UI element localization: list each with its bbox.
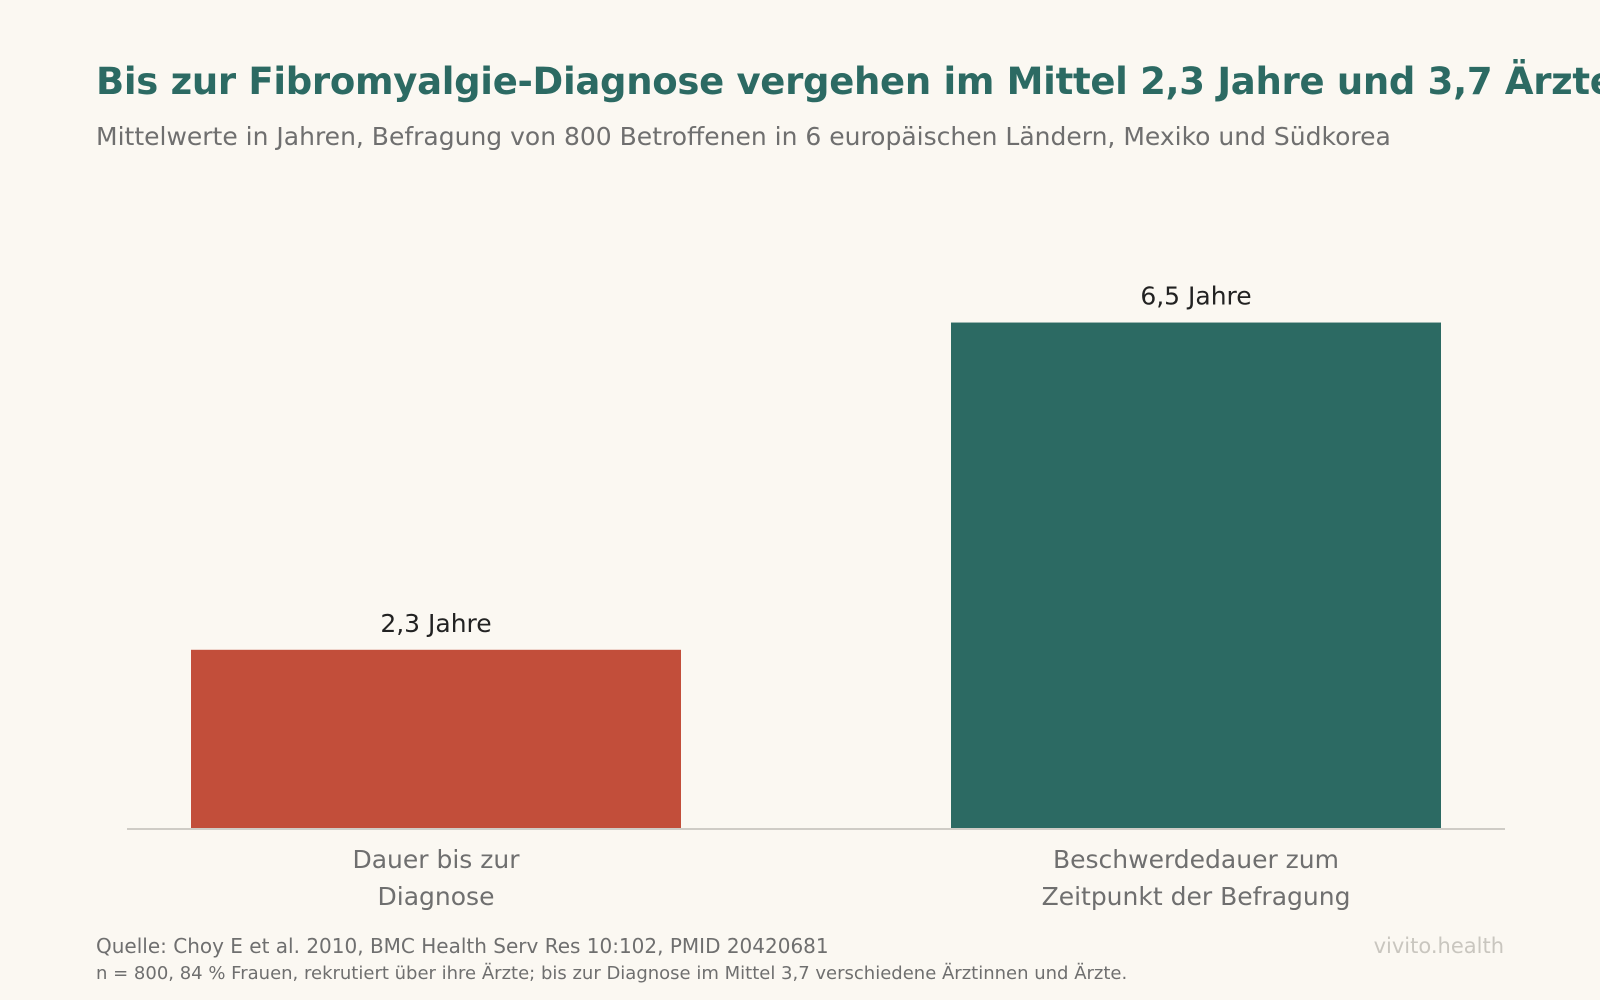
bar-2 [951, 322, 1441, 829]
sample-note: n = 800, 84 % Frauen, rekrutiert über ih… [96, 963, 1128, 984]
bar-1 [191, 649, 681, 829]
category-label-2-line-2: Zeitpunkt der Befragung [1042, 882, 1351, 911]
bar-value-label-1: 2,3 Jahre [380, 609, 491, 638]
bar-value-label-2: 6,5 Jahre [1140, 282, 1251, 311]
category-label-1-line-2: Diagnose [378, 882, 495, 911]
chart-title: Bis zur Fibromyalgie-Diagnose vergehen i… [96, 60, 1600, 103]
category-label-2-line-1: Beschwerdedauer zum [1053, 845, 1339, 874]
category-label-1-line-1: Dauer bis zur [352, 845, 520, 874]
brand-watermark: vivito.health [1373, 934, 1504, 958]
source-note: Quelle: Choy E et al. 2010, BMC Health S… [96, 934, 829, 958]
chart-subtitle: Mittelwerte in Jahren, Befragung von 800… [96, 122, 1391, 151]
